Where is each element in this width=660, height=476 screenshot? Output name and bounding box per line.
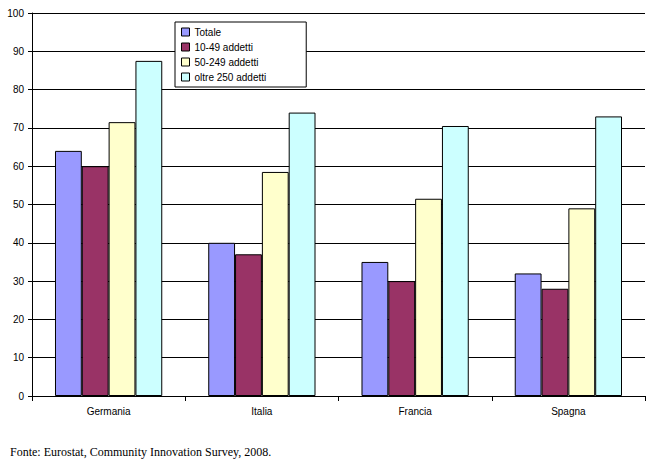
svg-text:Totale: Totale: [195, 27, 222, 38]
svg-text:0: 0: [18, 391, 24, 402]
svg-text:50: 50: [13, 199, 25, 210]
svg-text:70: 70: [13, 122, 25, 133]
svg-text:Spagna: Spagna: [551, 406, 586, 417]
svg-text:Francia: Francia: [398, 406, 432, 417]
svg-text:30: 30: [13, 276, 25, 287]
svg-text:Italia: Italia: [251, 406, 273, 417]
svg-text:Fonte: Eurostat, Community Inn: Fonte: Eurostat, Community Innovation Su…: [10, 445, 271, 459]
svg-text:oltre 250 addetti: oltre 250 addetti: [195, 72, 267, 83]
svg-text:50-249 addetti: 50-249 addetti: [195, 57, 259, 68]
svg-text:60: 60: [13, 161, 25, 172]
svg-text:100: 100: [7, 8, 24, 19]
svg-text:Germania: Germania: [87, 406, 131, 417]
svg-text:10-49 addetti: 10-49 addetti: [195, 42, 253, 53]
svg-text:90: 90: [13, 46, 25, 57]
svg-text:40: 40: [13, 237, 25, 248]
svg-text:80: 80: [13, 84, 25, 95]
svg-text:10: 10: [13, 352, 25, 363]
svg-text:20: 20: [13, 314, 25, 325]
